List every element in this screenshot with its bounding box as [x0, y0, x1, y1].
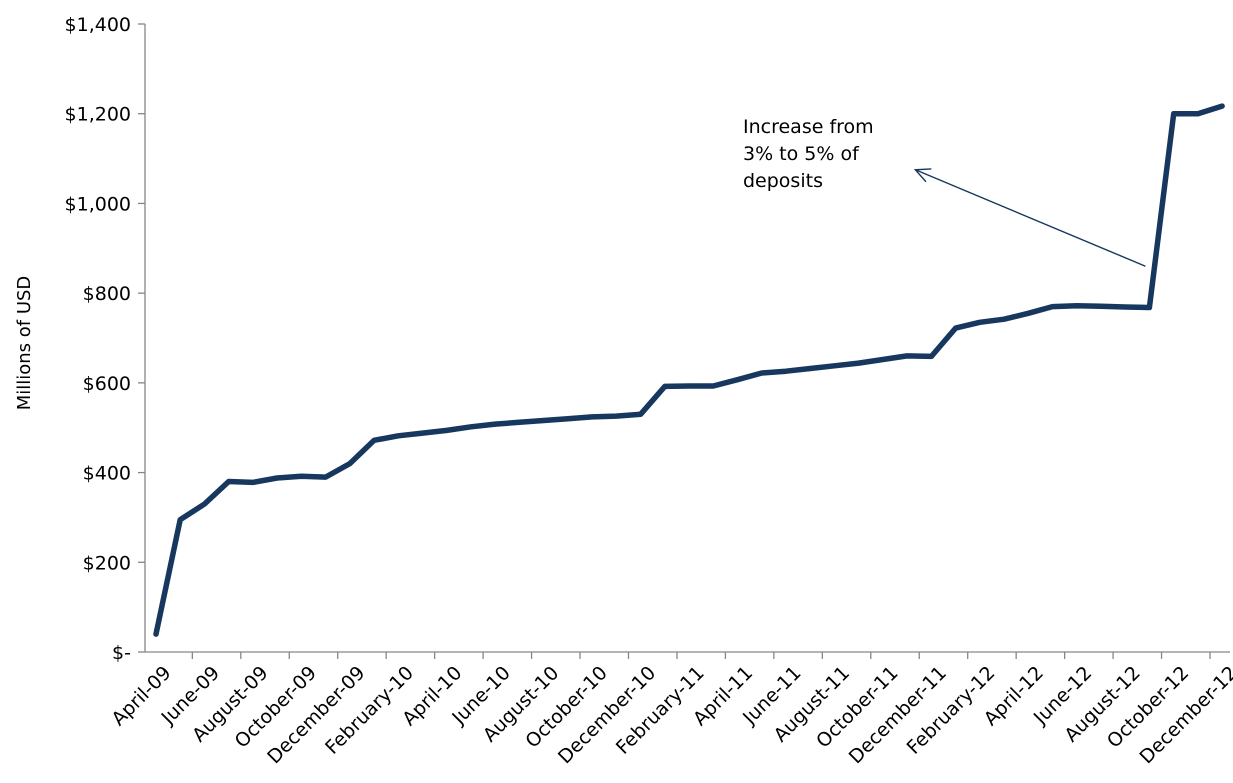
y-tick-label: $-: [112, 642, 131, 664]
series-line: [153, 103, 1225, 637]
y-axis-title: Millions of USD: [14, 276, 35, 411]
annotation-text: Increase from: [743, 116, 874, 138]
annotation-arrowhead: [913, 168, 932, 183]
y-axis: $- $200 $400 $600 $800 $1,000 $1,200 $1,400: [65, 14, 146, 664]
annotation: Increase from 3% to 5% of deposits: [743, 116, 1146, 267]
y-tick-label: $1,000: [65, 193, 131, 215]
y-tick-label: $200: [83, 552, 131, 574]
annotation-text: deposits: [743, 170, 823, 192]
annotation-arrow: [915, 169, 1146, 267]
y-tick-label: $1,400: [65, 14, 131, 36]
x-axis: April-09June-09August-09October-09Decemb…: [107, 651, 1233, 768]
y-tick-label: $1,200: [65, 104, 131, 126]
y-tick-label: $400: [83, 463, 131, 485]
series-layer: [153, 103, 1225, 637]
y-tick-label: $800: [83, 283, 131, 305]
annotation-text: 3% to 5% of: [743, 143, 860, 165]
y-tick-label: $600: [83, 373, 131, 395]
